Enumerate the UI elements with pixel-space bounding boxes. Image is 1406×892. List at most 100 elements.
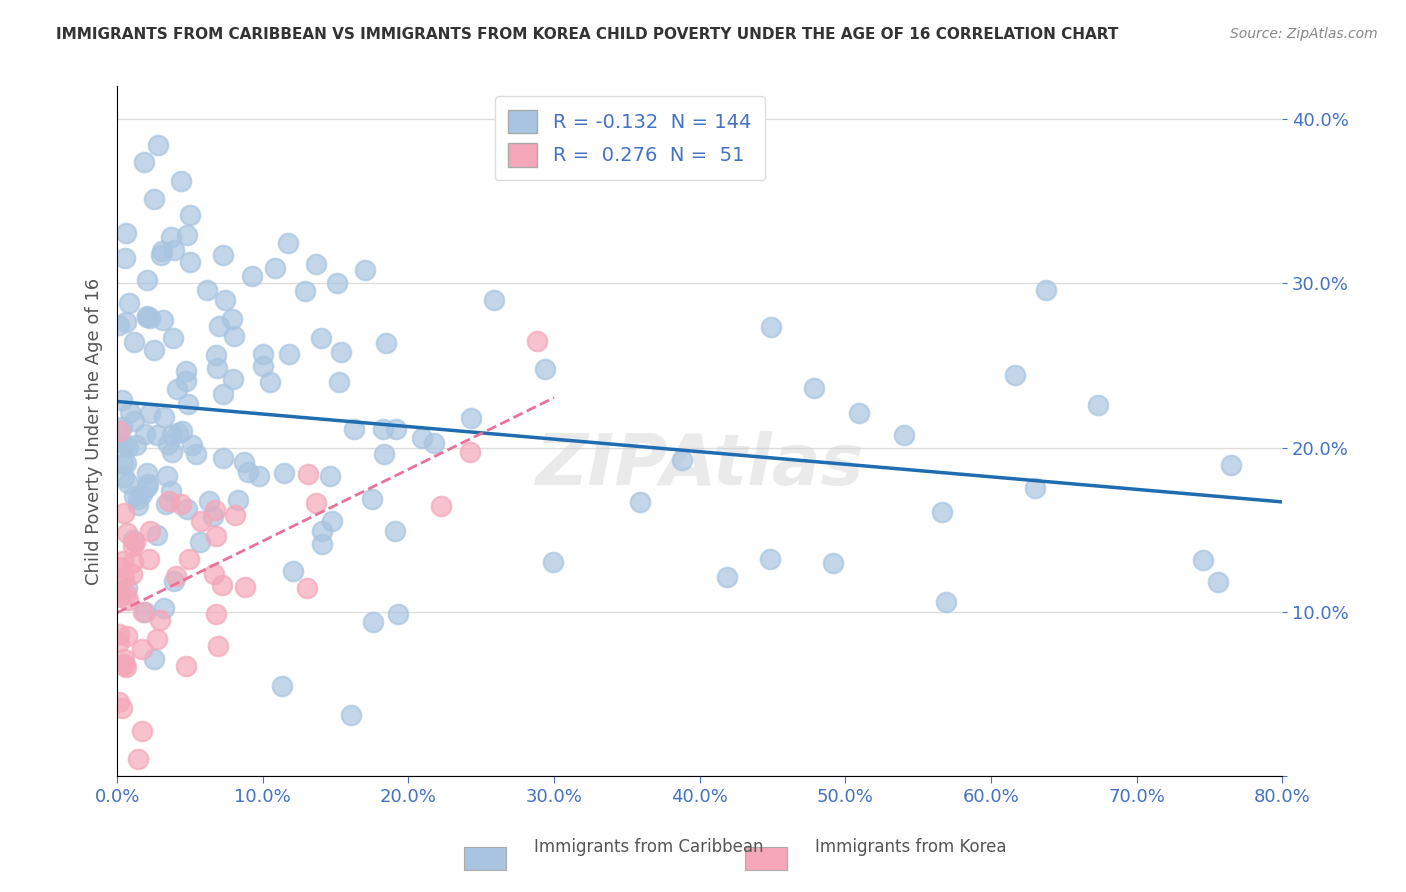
Point — [170, 497, 193, 511]
Point — [228, 492, 250, 507]
Point — [297, 467, 319, 481]
Point — [114, 251, 136, 265]
Point — [162, 445, 184, 459]
Point — [311, 524, 333, 538]
Point — [295, 581, 318, 595]
Point — [107, 590, 129, 604]
Point — [214, 293, 236, 307]
Point — [165, 568, 187, 582]
Point — [121, 567, 143, 582]
Point — [114, 657, 136, 671]
Point — [112, 457, 135, 471]
Point — [305, 496, 328, 510]
Point — [136, 273, 159, 287]
Point — [533, 362, 555, 376]
Point — [526, 334, 548, 348]
Point — [108, 424, 131, 438]
Point — [180, 438, 202, 452]
Point — [460, 411, 482, 425]
Point — [107, 695, 129, 709]
Point — [127, 498, 149, 512]
Point — [132, 605, 155, 619]
Point — [112, 469, 135, 483]
Text: Immigrants from Caribbean: Immigrants from Caribbean — [534, 838, 763, 856]
Point — [117, 440, 139, 454]
Point — [931, 505, 953, 519]
Point — [176, 397, 198, 411]
Point — [166, 382, 188, 396]
Point — [179, 552, 201, 566]
Point — [429, 499, 451, 513]
Point — [121, 555, 143, 569]
Point — [148, 137, 170, 152]
Point — [117, 475, 139, 490]
Point — [482, 293, 505, 307]
Point — [821, 556, 844, 570]
Point — [143, 192, 166, 206]
Point — [122, 414, 145, 428]
Text: ZIPAtlas: ZIPAtlas — [536, 431, 863, 500]
Text: IMMIGRANTS FROM CARIBBEAN VS IMMIGRANTS FROM KOREA CHILD POVERTY UNDER THE AGE O: IMMIGRANTS FROM CARIBBEAN VS IMMIGRANTS … — [56, 27, 1119, 42]
Point — [107, 318, 129, 333]
Point — [326, 277, 349, 291]
Point — [146, 632, 169, 647]
Point — [162, 331, 184, 345]
Point — [321, 514, 343, 528]
Point — [212, 386, 235, 401]
Point — [153, 600, 176, 615]
Point — [222, 372, 245, 386]
Point — [361, 615, 384, 630]
Point — [112, 652, 135, 666]
Point — [271, 679, 294, 693]
Point — [207, 639, 229, 653]
Point — [107, 423, 129, 437]
Point — [460, 444, 482, 458]
Point — [233, 455, 256, 469]
Point — [174, 364, 197, 378]
Point — [115, 587, 138, 601]
Point — [112, 554, 135, 568]
Y-axis label: Child Poverty Under the Age of 16: Child Poverty Under the Age of 16 — [86, 277, 103, 584]
Point — [152, 409, 174, 424]
Point — [114, 436, 136, 450]
Point — [195, 283, 218, 297]
Point — [309, 331, 332, 345]
Point — [150, 248, 173, 262]
Point — [224, 508, 246, 522]
Point — [201, 508, 224, 523]
Point — [110, 420, 132, 434]
Point — [115, 315, 138, 329]
Point — [761, 320, 783, 334]
Point — [311, 537, 333, 551]
Point — [122, 489, 145, 503]
Point — [541, 555, 564, 569]
Point — [277, 347, 299, 361]
Point — [205, 607, 228, 621]
Point — [204, 503, 226, 517]
Point — [112, 506, 135, 520]
Point — [115, 582, 138, 596]
Point — [1087, 398, 1109, 412]
Point — [152, 313, 174, 327]
Legend: R = -0.132  N = 144, R =  0.276  N =  51: R = -0.132 N = 144, R = 0.276 N = 51 — [495, 96, 765, 180]
Point — [190, 514, 212, 528]
Point — [134, 605, 156, 619]
Point — [264, 261, 287, 276]
Point — [115, 660, 138, 674]
Point — [138, 551, 160, 566]
Point — [160, 483, 183, 498]
Point — [127, 492, 149, 507]
Point — [124, 534, 146, 549]
Point — [423, 436, 446, 450]
Point — [221, 312, 243, 326]
Point — [134, 427, 156, 442]
Point — [160, 230, 183, 244]
Point — [354, 262, 377, 277]
Point — [1206, 575, 1229, 590]
Point — [240, 269, 263, 284]
Point — [387, 607, 409, 622]
Point — [294, 285, 316, 299]
Point — [155, 497, 177, 511]
Point — [136, 466, 159, 480]
Point — [628, 494, 651, 508]
